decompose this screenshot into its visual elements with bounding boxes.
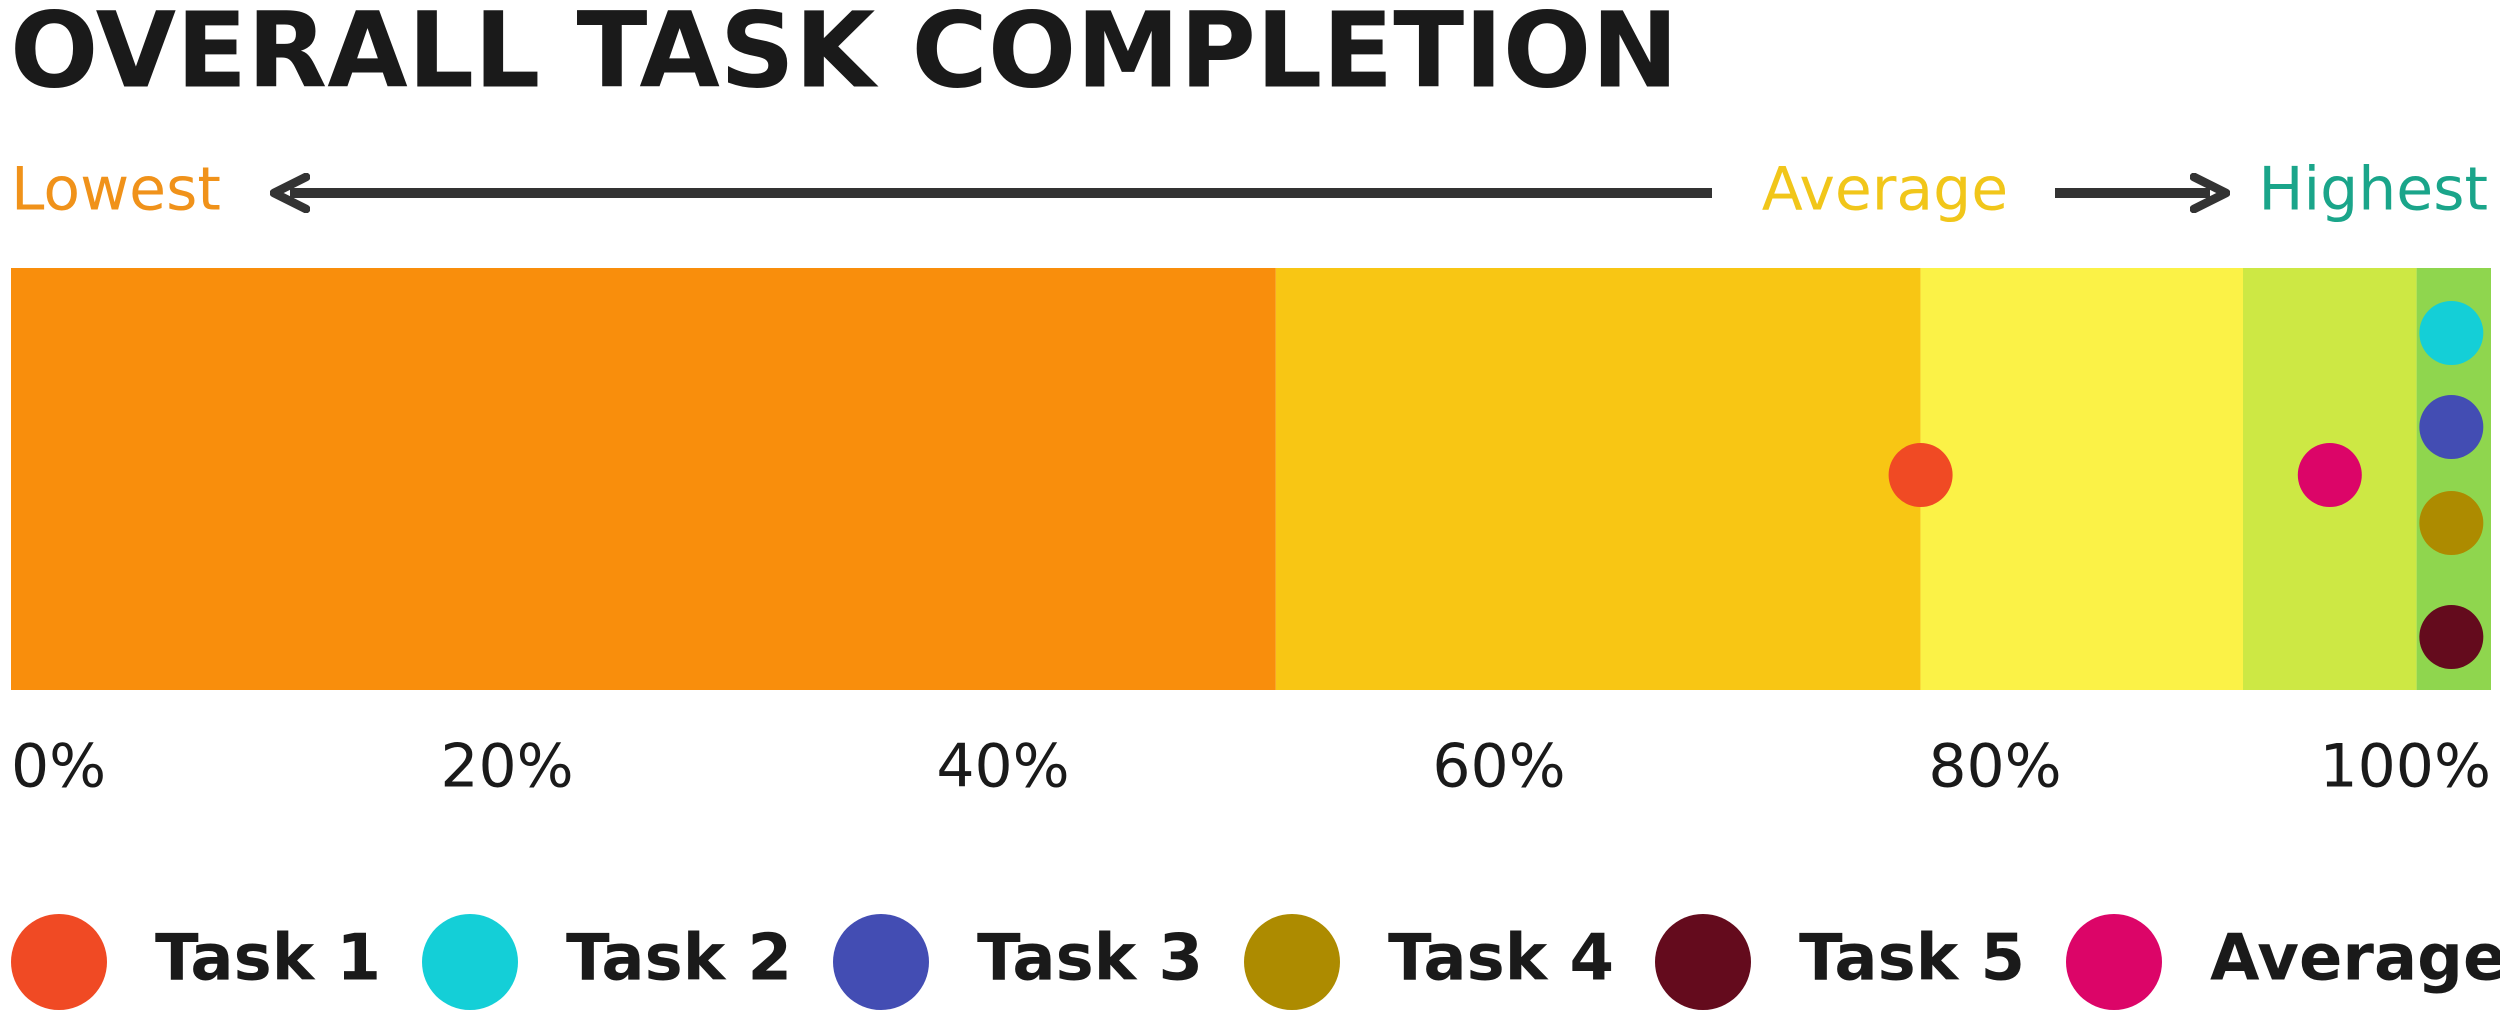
point — [2419, 491, 2484, 555]
legend-label: Task 2 — [566, 922, 792, 996]
annotation: Highest — [2258, 155, 2488, 225]
legend-label: Task 5 — [1799, 922, 2025, 996]
legend-label: Task 1 — [155, 922, 381, 996]
band — [1275, 268, 1921, 690]
point — [2419, 301, 2484, 365]
band — [1920, 268, 2243, 690]
legend-swatch — [833, 914, 929, 1010]
legend-swatch — [422, 914, 518, 1010]
x-tick-label: 40% — [936, 732, 1069, 802]
legend-label: Task 4 — [1388, 922, 1614, 996]
point — [2419, 605, 2484, 669]
x-tick-label: 20% — [440, 732, 573, 802]
legend: Task 1 Task 2 Task 3 Task 4 Task 5 Average — [11, 914, 2500, 1010]
x-axis: 0% 20% 40% 60% 80% 100% — [11, 732, 2491, 802]
x-tick-label: 60% — [1432, 732, 1565, 802]
points — [1888, 301, 2484, 669]
legend-label: Task 3 — [977, 922, 1203, 996]
chart-title: OVERALL TASK COMPLETION — [10, 0, 1678, 111]
x-tick-label: 0% — [11, 732, 106, 802]
point — [1888, 443, 1953, 507]
legend-swatch — [11, 914, 107, 1010]
x-tick-label: 100% — [2319, 732, 2491, 802]
bands — [11, 268, 2491, 690]
annotation: Lowest — [11, 155, 221, 225]
legend-swatch — [1655, 914, 1751, 1010]
legend-swatch — [1244, 914, 1340, 1010]
legend-swatch — [2066, 914, 2162, 1010]
point — [2297, 443, 2362, 507]
annotation: Average — [1762, 155, 2008, 225]
point — [2419, 395, 2484, 459]
band — [11, 268, 1276, 690]
legend-label: Average — [2210, 922, 2500, 996]
x-tick-label: 80% — [1928, 732, 2061, 802]
